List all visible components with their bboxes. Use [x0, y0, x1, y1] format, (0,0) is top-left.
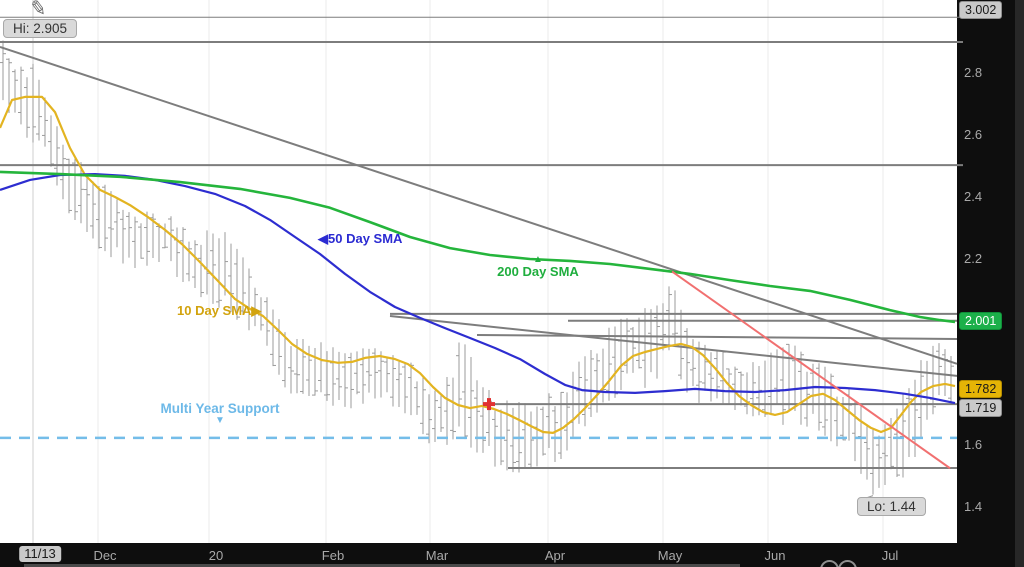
- horizontal-levels: [0, 16, 963, 469]
- high-callout-badge: Hi: 2.905: [3, 19, 78, 38]
- triangle-right-icon: ▶: [251, 303, 262, 318]
- level-badge-3.002: 3.002: [959, 1, 1003, 20]
- x-axis-tick-Jun: Jun: [764, 548, 786, 563]
- 50-day-sma-line: [0, 173, 956, 405]
- triangle-down-icon: ▼: [215, 415, 225, 426]
- y-axis-tick-2.4: 2.4: [964, 189, 983, 204]
- support-label-text: Multi Year Support: [160, 401, 280, 416]
- 200-day-sma-line: [0, 170, 956, 324]
- 10-day-sma-line: [0, 95, 956, 434]
- y-axis-tick-2.2: 2.2: [964, 251, 983, 266]
- date-axis[interactable]: 11/13 Dec 20 Feb Mar Apr May Jun Jul: [0, 543, 957, 567]
- price-axis-scrollbar[interactable]: [1015, 0, 1024, 567]
- sma10-value-badge: 1.782: [959, 379, 1003, 398]
- sma200-value-badge: 2.001: [959, 311, 1003, 330]
- horizontal-scrollbar[interactable]: [24, 564, 740, 567]
- sma200-label[interactable]: ▲ 200 Day SMA: [490, 254, 586, 279]
- price-axis[interactable]: 2.8 2.6 2.4 2.2 1.6 1.4: [957, 0, 1024, 567]
- x-axis-tick-11-13[interactable]: 11/13: [19, 546, 61, 562]
- last-price-badge: 1.719: [959, 399, 1003, 418]
- x-axis-tick-Dec: Dec: [93, 548, 117, 563]
- sma50-label-text: 50 Day SMA: [328, 231, 403, 246]
- trendlines: [0, 46, 958, 377]
- price-bars: [0, 40, 954, 495]
- x-axis-tick-Apr: Apr: [544, 548, 566, 563]
- y-axis-tick-2.6: 2.6: [964, 127, 983, 142]
- sma200-label-text: 200 Day SMA: [497, 264, 579, 279]
- sma50-label[interactable]: ◀50 Day SMA: [318, 231, 402, 247]
- x-axis-tick-Jul: Jul: [881, 548, 899, 563]
- red-anchor-marker: [483, 398, 495, 411]
- x-axis-tick-Feb: Feb: [321, 548, 345, 563]
- y-axis-tick-2.8: 2.8: [964, 65, 983, 80]
- triangle-up-icon: ▲: [533, 254, 543, 265]
- multi-year-support-label[interactable]: Multi Year Support ▼: [156, 401, 284, 426]
- x-axis-tick-May: May: [657, 548, 683, 563]
- sma10-label[interactable]: 10 Day SMA▶: [177, 303, 261, 319]
- month-gridlines: [32, 0, 884, 543]
- x-axis-tick-20: 20: [208, 548, 224, 563]
- triangle-left-icon: ◀: [318, 231, 328, 246]
- low-callout-badge: Lo: 1.44: [857, 497, 926, 516]
- sma10-label-text: 10 Day SMA: [177, 303, 252, 318]
- chart-plot-svg[interactable]: [0, 0, 963, 543]
- y-axis-tick-1.6: 1.6: [964, 437, 983, 452]
- y-axis-tick-1.4: 1.4: [964, 499, 983, 514]
- x-axis-tick-Mar: Mar: [425, 548, 449, 563]
- red-downtrend-line: [671, 270, 951, 470]
